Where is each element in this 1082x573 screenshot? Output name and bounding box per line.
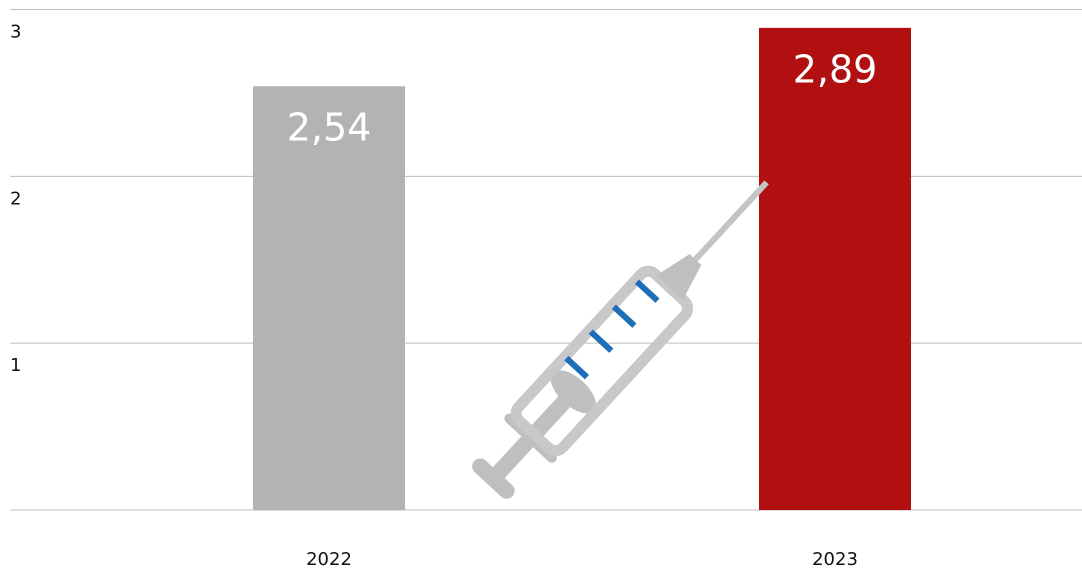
syringe-illustration [472, 180, 769, 499]
y-tick-label: 3 [10, 22, 21, 43]
bar [759, 27, 911, 511]
x-tick-label: 2022 [306, 549, 352, 570]
y-tick-label: 2 [10, 188, 21, 209]
y-tick-label: 1 [10, 355, 21, 376]
bar [253, 86, 405, 510]
x-tick-label: 2023 [812, 549, 858, 570]
value-label: 2,54 [287, 106, 372, 150]
value-label: 2,89 [793, 47, 878, 91]
